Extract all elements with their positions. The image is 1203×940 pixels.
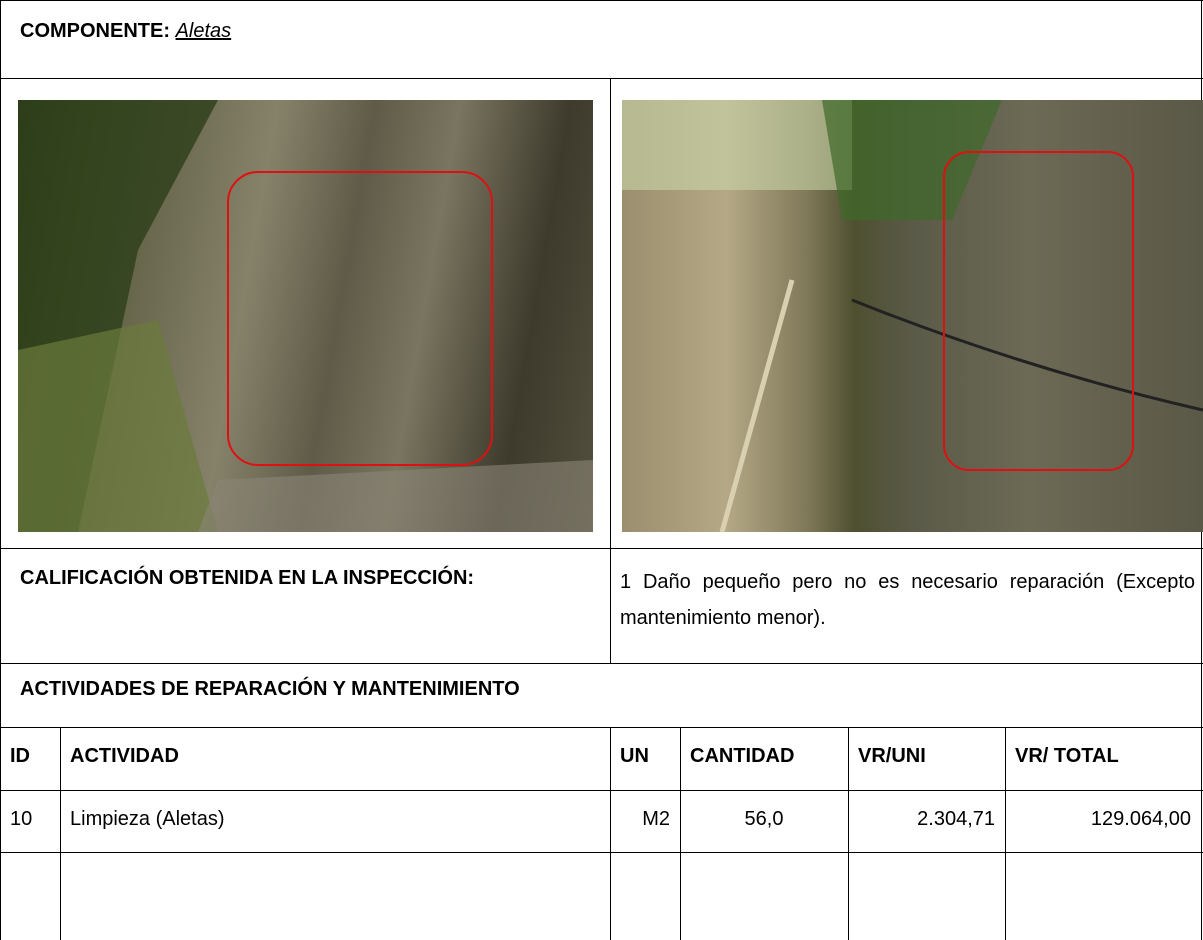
border [0,548,1203,549]
table-cell: 2.304,71 [917,808,995,830]
border [848,727,849,940]
border [610,727,611,940]
border [0,0,1,940]
border [0,727,1203,728]
border [0,0,1203,1]
border [1005,727,1006,940]
column-header: VR/UNI [858,745,926,767]
photo [622,100,1203,532]
column-header: ID [10,745,30,767]
border [0,78,1203,79]
border [610,78,611,663]
table-cell: 56,0 [744,808,784,830]
rating-label: CALIFICACIÓN OBTENIDA EN LA INSPECCIÓN: [20,567,475,589]
photo-overlay [622,100,1203,532]
table-cell: M2 [642,808,670,830]
photo [18,100,593,532]
header-value: Aletas [175,20,232,42]
border [0,663,1203,664]
column-header: UN [620,745,649,767]
activities-title: ACTIVIDADES DE REPARACIÓN Y MANTENIMIENT… [20,678,520,700]
border [0,852,1203,853]
border [60,727,61,940]
border [0,790,1203,791]
table-cell: 129.064,00 [1090,808,1191,830]
table-cell: Limpieza (Aletas) [70,808,225,830]
column-header: VR/ TOTAL [1015,745,1119,767]
rating-text: 1 Daño pequeño pero no es necesario repa… [620,571,1195,629]
header: COMPONENTE: Aletas [20,20,231,43]
header-label: COMPONENTE: [20,20,170,42]
column-header: ACTIVIDAD [70,745,179,767]
column-header: CANTIDAD [690,745,795,767]
border [680,727,681,940]
photo-overlay [18,100,593,532]
table-cell: 10 [10,808,33,830]
